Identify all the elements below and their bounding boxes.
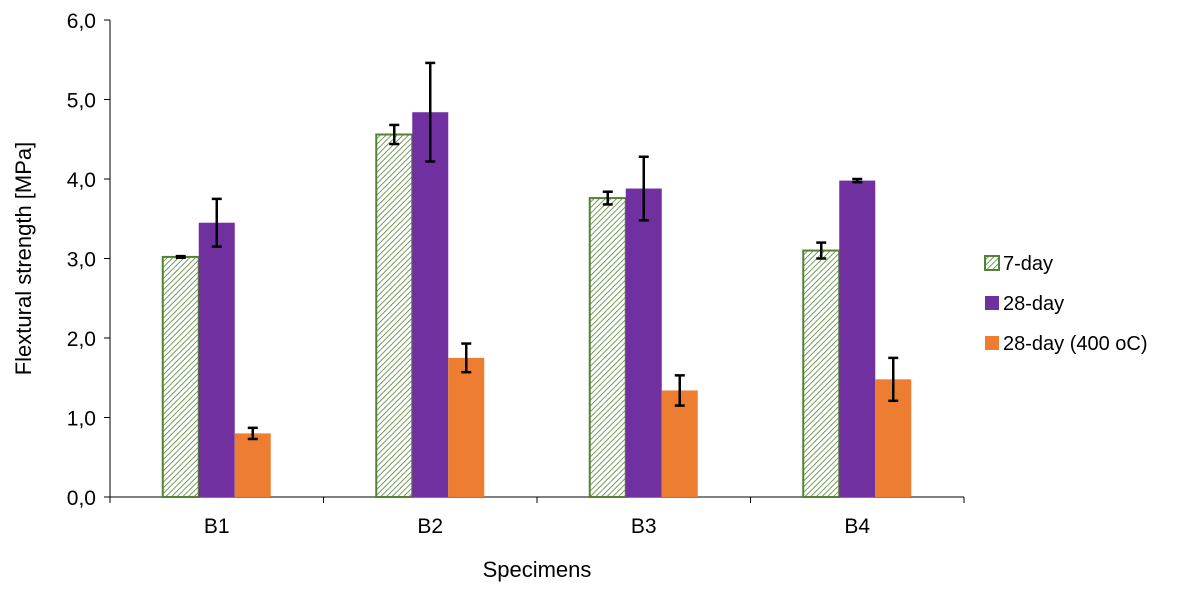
bar-7-day-b1	[161, 255, 200, 498]
bar-7-day-b2	[375, 133, 414, 498]
error-bars	[175, 61, 899, 441]
legend-label: 28-day	[1003, 293, 1064, 315]
bar-28-day-b2	[412, 112, 449, 497]
y-tick-label: 1,0	[67, 408, 96, 431]
y-tick-label: 0,0	[67, 487, 96, 510]
y-tick-label: 4,0	[67, 169, 96, 192]
y-tick-label: 6,0	[67, 10, 96, 33]
x-tick-label: B2	[417, 515, 443, 538]
y-tick-label: 3,0	[67, 249, 96, 272]
y-axis-title: Flextural strength [MPa]	[11, 142, 36, 376]
legend: 7-day 28-day 28-day (400 oC)	[984, 253, 1148, 355]
bar-28-day-400-oc-b3	[661, 390, 698, 497]
x-tick-label: B1	[204, 515, 230, 538]
legend-label: 7-day	[1003, 253, 1053, 275]
bar-28-day-b4	[839, 180, 876, 497]
bar-28-day-400-oc-b2	[448, 357, 485, 497]
axis-labels: 0,0 1,0 2,0 3,0 4,0 5,0 6,0 B1 B2 B3 B4 Specimens Fl…	[11, 10, 870, 582]
y-tick-label: 5,0	[67, 90, 96, 113]
legend-swatch	[984, 255, 1000, 271]
y-tick-label: 2,0	[67, 328, 96, 351]
legend-label: 28-day (400 oC)	[1003, 333, 1148, 355]
bar-7-day-b4	[802, 249, 841, 498]
bar-28-day-b3	[625, 188, 662, 498]
legend-swatch	[985, 296, 999, 310]
bar-28-day-400-oc-b1	[234, 433, 271, 497]
x-tick-label: B4	[844, 515, 870, 538]
bar-28-day-b1	[198, 222, 235, 497]
legend-swatch	[985, 336, 999, 350]
bars	[161, 112, 912, 499]
x-axis-title: Specimens	[483, 557, 592, 582]
bar-7-day-b3	[588, 197, 627, 499]
x-tick-label: B3	[631, 515, 657, 538]
